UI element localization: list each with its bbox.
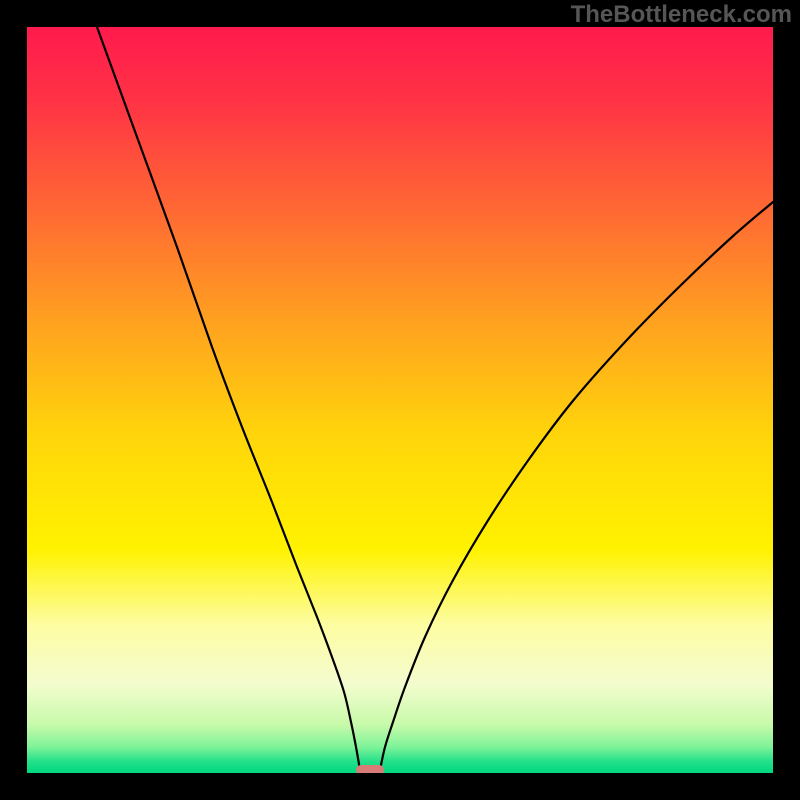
watermark-text: TheBottleneck.com	[571, 1, 792, 29]
optimal-point-marker	[356, 765, 384, 773]
frame-bottom	[0, 773, 800, 800]
frame-right	[773, 0, 800, 800]
bottleneck-chart	[27, 27, 773, 773]
gradient-background	[27, 27, 773, 773]
frame-left	[0, 0, 27, 800]
